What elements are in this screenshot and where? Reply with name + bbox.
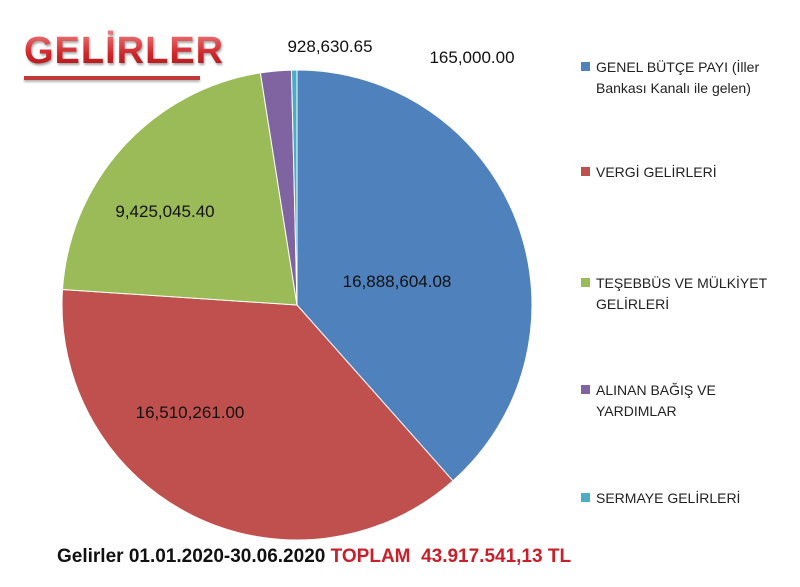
data-label-3: 928,630.65 — [287, 37, 373, 56]
total-label: TOPLAM — [330, 546, 411, 567]
legend-label: ALINAN BAĞIŞ VE YARDIMLAR — [596, 382, 716, 419]
legend-label: VERGİ GELİRLERİ — [596, 164, 717, 180]
data-label-1: 16,510,261.00 — [135, 403, 245, 422]
period-text: Gelirler 01.01.2020-30.06.2020 — [57, 546, 326, 567]
title-underline — [24, 76, 200, 80]
data-label-2: 9,425,045.40 — [115, 202, 215, 221]
legend-label: TEŞEBBÜS VE MÜLKİYET GELİRLERİ — [596, 275, 767, 312]
legend-swatch — [581, 278, 590, 287]
data-label-4: 165,000.00 — [429, 48, 515, 67]
chart-title: GELİRLER — [24, 30, 225, 72]
legend-item-2: TEŞEBBÜS VE MÜLKİYET GELİRLERİ — [581, 273, 796, 315]
legend-item-1: VERGİ GELİRLERİ — [581, 162, 796, 183]
legend-swatch — [581, 385, 590, 394]
total-value: 43.917.541,13 TL — [421, 546, 572, 567]
legend-item-4: SERMAYE GELİRLERİ — [581, 488, 796, 509]
legend-swatch — [581, 62, 590, 71]
legend-item-0: GENEL BÜTÇE PAYI (İller Bankası Kanalı i… — [581, 57, 796, 99]
legend-item-3: ALINAN BAĞIŞ VE YARDIMLAR — [581, 380, 796, 422]
legend-swatch — [581, 167, 590, 176]
footer-summary: Gelirler 01.01.2020-30.06.2020 TOPLAM 43… — [57, 546, 571, 568]
data-label-0: 16,888,604.08 — [342, 272, 452, 291]
pie-slice-4 — [290, 69, 298, 306]
legend-label: GENEL BÜTÇE PAYI (İller Bankası Kanalı i… — [596, 59, 760, 96]
pie-slice-2 — [61, 72, 298, 306]
legend-label: SERMAYE GELİRLERİ — [596, 490, 741, 506]
pie-slice-0 — [296, 69, 533, 482]
pie-slice-1 — [61, 288, 454, 541]
legend-swatch — [581, 493, 590, 502]
